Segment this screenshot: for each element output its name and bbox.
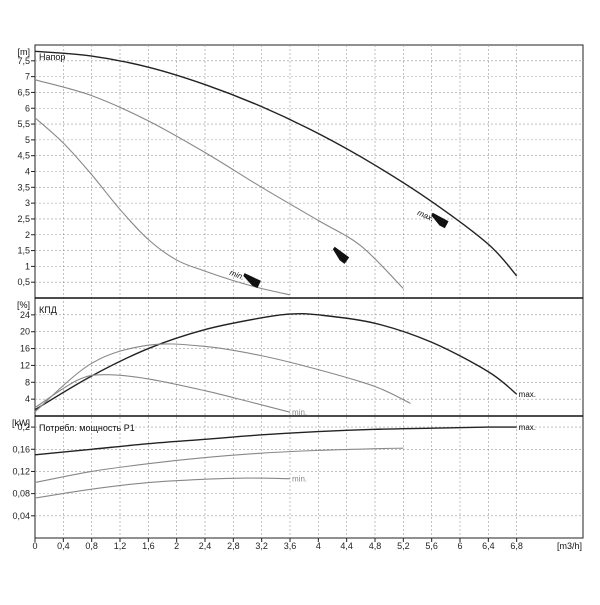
y-unit-label: [m] [18, 47, 31, 57]
x-tick-label: 2 [174, 541, 179, 551]
y-tick-label: 4 [25, 394, 30, 404]
x-tick-label: 3,6 [284, 541, 297, 551]
series-line-head-0 [34, 50, 518, 277]
x-tick-label: 0,8 [85, 541, 98, 551]
y-tick-label: 0,12 [12, 466, 30, 476]
panel-title: Напор [39, 52, 65, 62]
x-tick-label: 2,8 [227, 541, 240, 551]
y-tick-label: 7,5 [17, 56, 30, 66]
y-tick-label: 6,5 [17, 87, 30, 97]
y-tick-label: 6 [25, 103, 30, 113]
panel-title: Потребл. мощность P1 [39, 423, 135, 433]
y-tick-label: 0,16 [12, 444, 30, 454]
y-tick-label: 4 [25, 167, 30, 177]
x-tick-label: 6,4 [482, 541, 495, 551]
x-tick-label: 3,2 [255, 541, 268, 551]
x-tick-label: 0,4 [57, 541, 70, 551]
y-tick-label: 8 [25, 377, 30, 387]
speed-marker-icon [332, 246, 350, 264]
x-tick-label: 5,2 [397, 541, 410, 551]
series-line-efficiency-2 [34, 374, 291, 413]
x-unit-label: [m3/h] [557, 541, 582, 551]
speed-marker-icon [431, 212, 449, 229]
y-tick-label: 1 [25, 261, 30, 271]
x-tick-label: 4 [316, 541, 321, 551]
speed-marker-icon [243, 273, 261, 289]
plot-frame [34, 44, 584, 539]
y-tick-label: 24 [20, 310, 30, 320]
y-tick-label: 20 [20, 327, 30, 337]
y-tick-label: 4,5 [17, 151, 30, 161]
y-tick-label: 12 [20, 360, 30, 370]
y-tick-label: 0,08 [12, 489, 30, 499]
x-tick-label: 5,6 [425, 541, 438, 551]
series-end-label: min. [292, 475, 307, 484]
series-line-efficiency-0 [34, 312, 518, 411]
y-unit-label: [kW] [12, 418, 30, 428]
series-line-head-1 [34, 79, 404, 289]
series-line-power-1 [34, 447, 404, 484]
series-end-label: min. [292, 408, 307, 417]
y-tick-label: 5 [25, 135, 30, 145]
y-tick-label: 7 [25, 72, 30, 82]
x-tick-label: 1,2 [114, 541, 127, 551]
x-tick-label: 4,4 [340, 541, 353, 551]
panel-title: КПД [39, 305, 57, 315]
series-end-label: max. [519, 390, 536, 399]
y-tick-label: 0,04 [12, 511, 30, 521]
y-tick-label: 3 [25, 198, 30, 208]
y-tick-label: 16 [20, 344, 30, 354]
series-line-efficiency-1 [34, 343, 411, 413]
y-tick-label: 0,5 [17, 277, 30, 287]
series-end-label: max. [519, 423, 536, 432]
y-tick-label: 2 [25, 230, 30, 240]
y-tick-label: 3,5 [17, 182, 30, 192]
y-tick-label: 5,5 [17, 119, 30, 129]
x-tick-label: 2,4 [199, 541, 212, 551]
y-unit-label: [%] [17, 300, 30, 310]
y-tick-label: 1,5 [17, 246, 30, 256]
series-line-power-2 [34, 477, 291, 499]
x-tick-label: 6,8 [510, 541, 523, 551]
y-tick-label: 0,2 [17, 422, 30, 432]
y-tick-label: 2,5 [17, 214, 30, 224]
x-tick-label: 0 [32, 541, 37, 551]
x-tick-label: 4,8 [369, 541, 382, 551]
series-line-power-0 [34, 426, 517, 456]
x-tick-label: 6 [457, 541, 462, 551]
x-tick-label: 1,6 [142, 541, 155, 551]
series-line-head-2 [34, 117, 291, 296]
series-curve-label: max. [416, 208, 436, 223]
